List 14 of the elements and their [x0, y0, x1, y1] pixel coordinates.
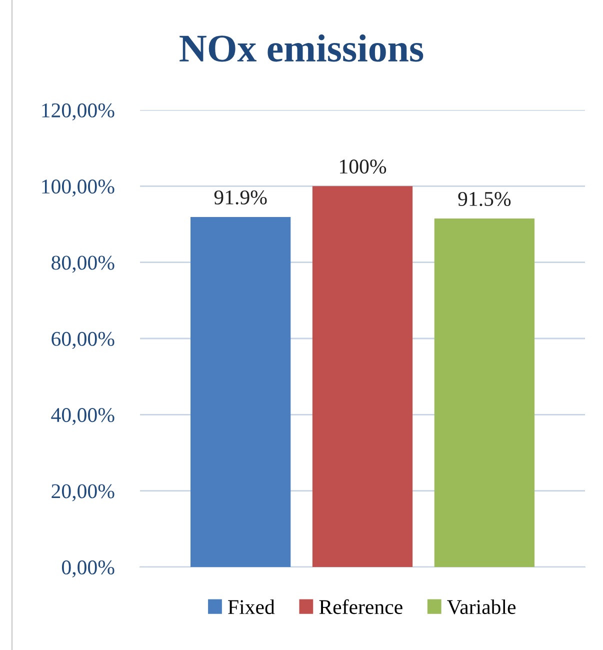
legend-label: Variable — [447, 599, 516, 614]
y-tick-label: 120,00% — [42, 103, 114, 120]
y-tick-label: 80,00% — [52, 256, 114, 273]
y-tick-label: 40,00% — [51, 408, 114, 426]
legend-label: Fixed — [228, 599, 275, 614]
y-tick-label: 100,00% — [42, 180, 114, 197]
legend-label: Reference — [319, 599, 402, 614]
y-tick-label: 20,00% — [52, 484, 114, 502]
y-tick-label: 0,00% — [62, 560, 114, 578]
y-tick-label: 60,00% — [52, 332, 114, 349]
data-label: 91.5% — [458, 192, 511, 206]
data-label: 100% — [340, 160, 386, 174]
chart-title: NOx emissions — [180, 34, 424, 62]
data-label: 91.9% — [214, 190, 267, 205]
